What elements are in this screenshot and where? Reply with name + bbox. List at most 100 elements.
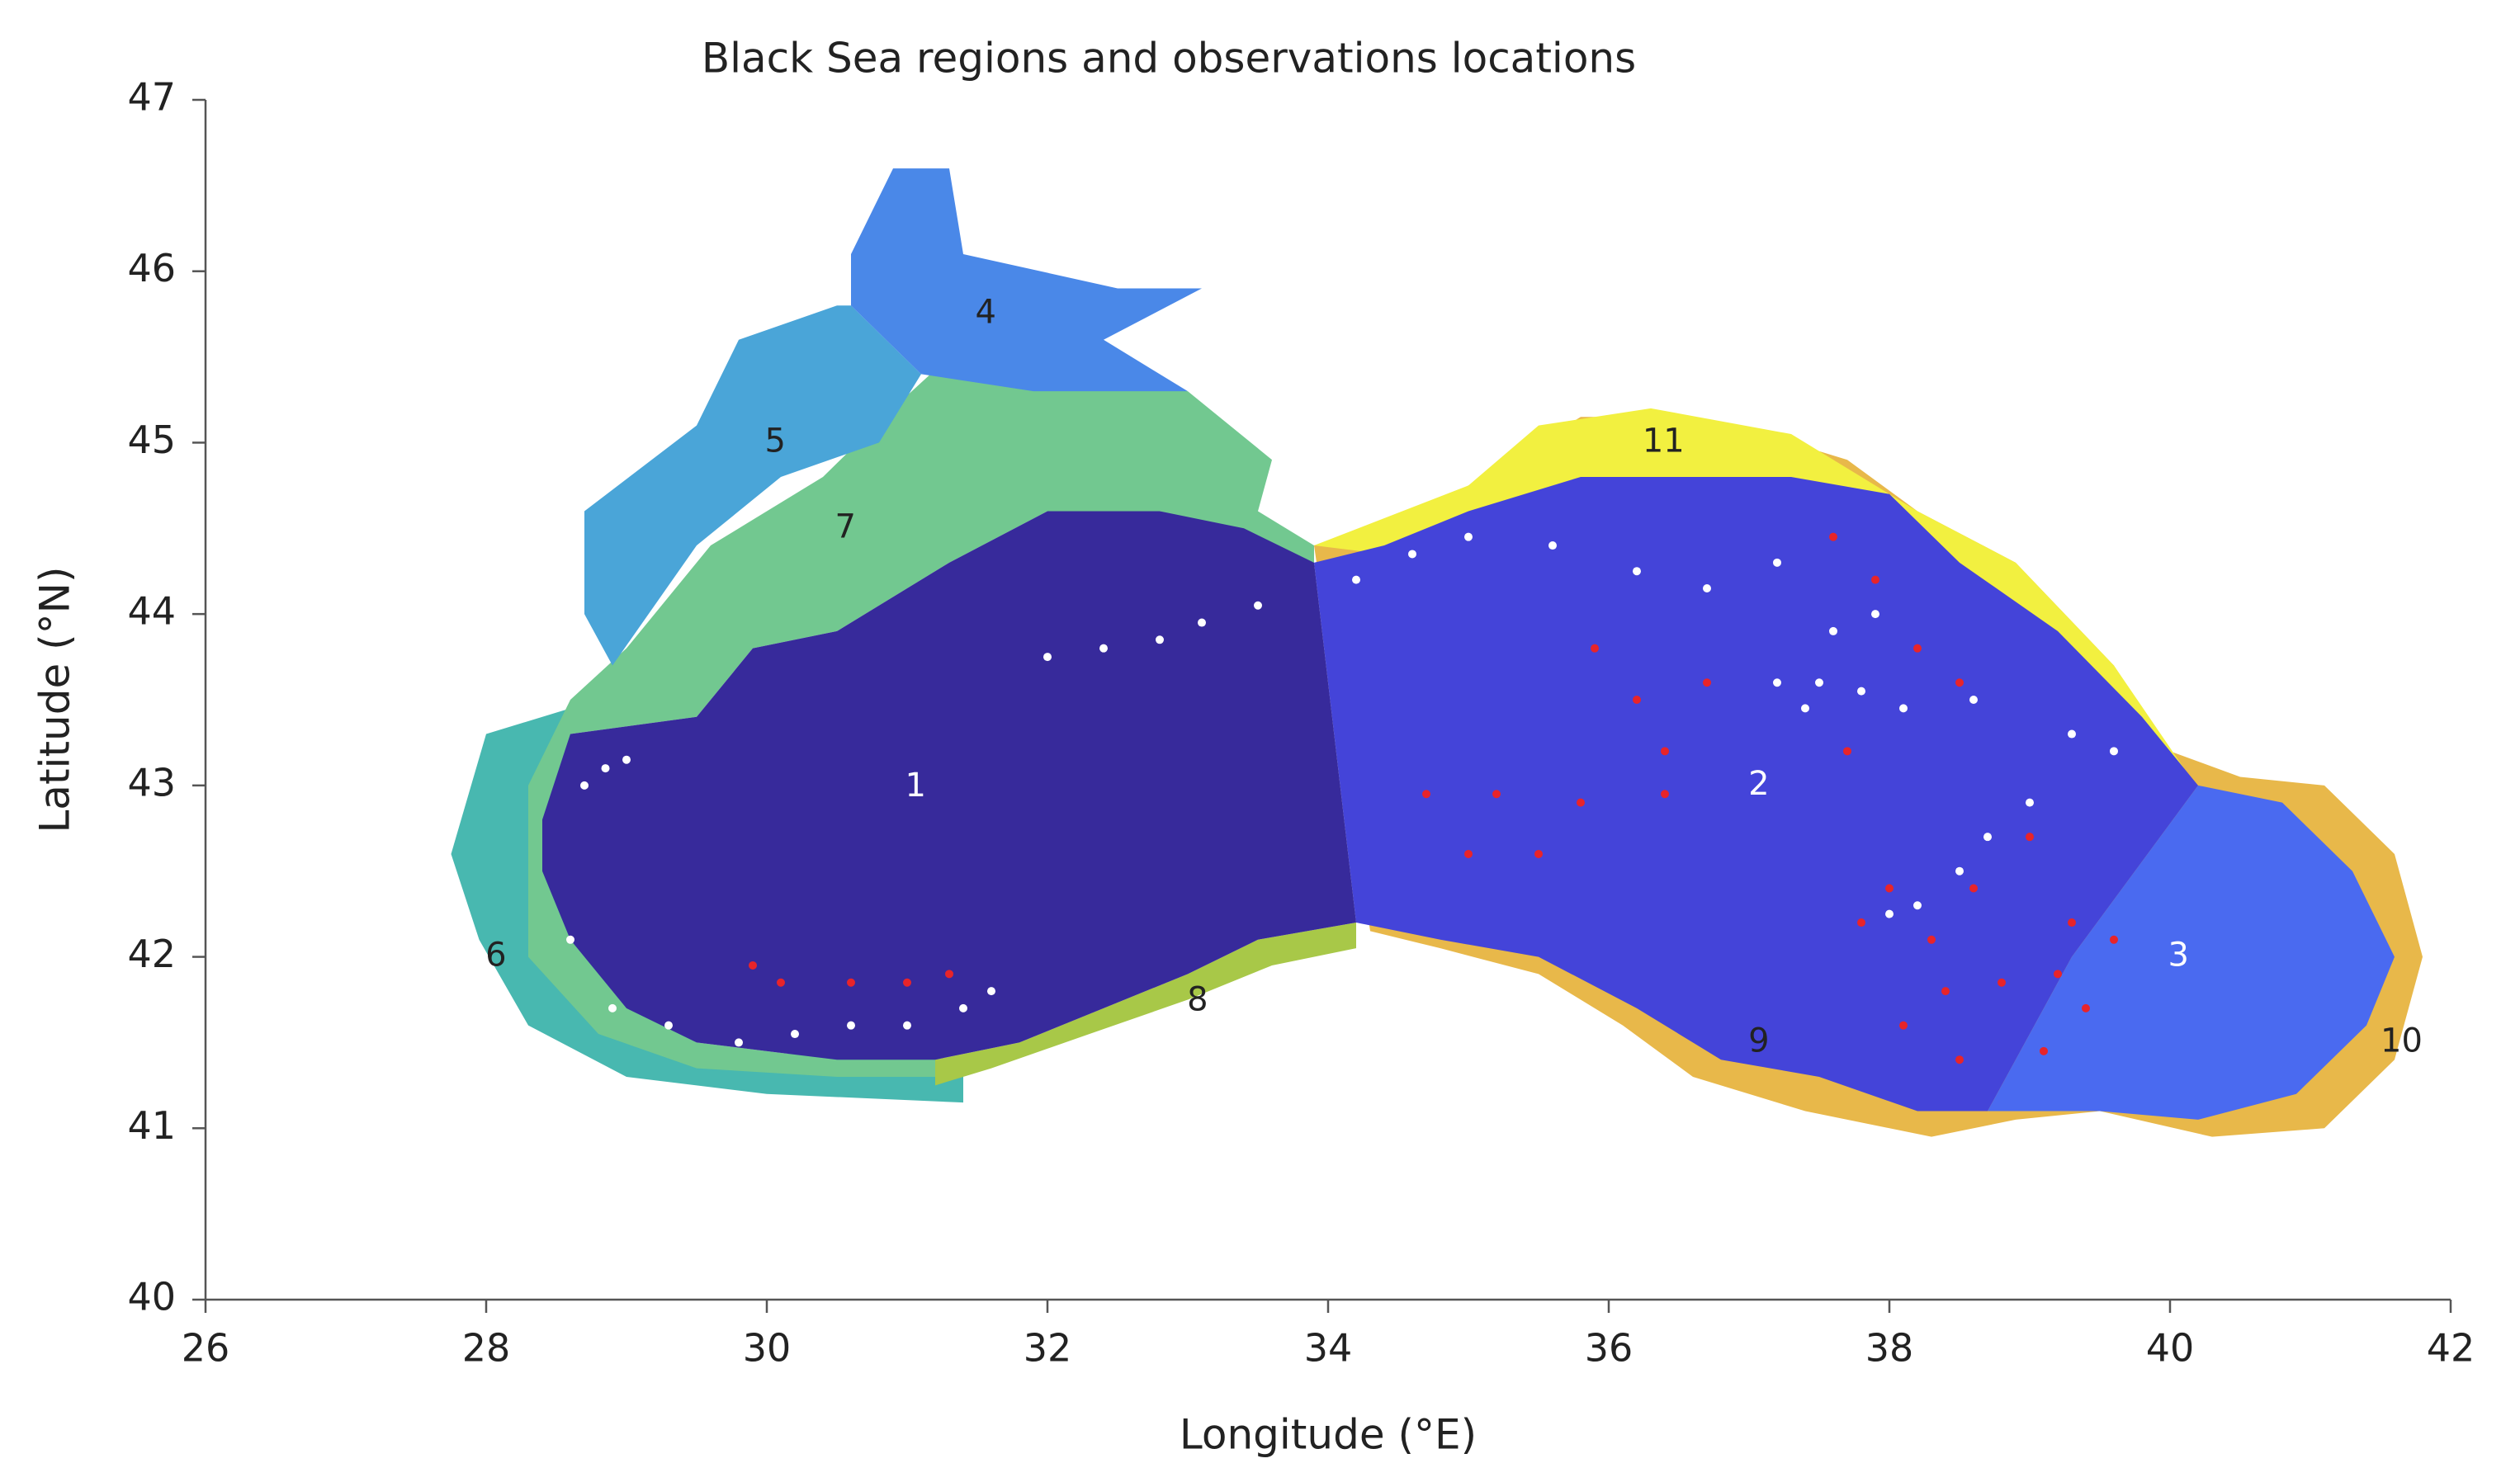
observation-point	[1955, 1055, 1964, 1064]
region-area	[528, 356, 1314, 1077]
observation-point	[1857, 918, 1865, 927]
observation-point	[1534, 849, 1543, 858]
x-tick-label: 32	[1024, 1326, 1072, 1371]
region-area	[1314, 476, 2198, 1112]
observation-point	[749, 960, 757, 970]
x-tick-label: 40	[2146, 1326, 2195, 1371]
observation-point	[1577, 798, 1585, 807]
observation-point	[1464, 532, 1473, 541]
observation-point	[1422, 790, 1430, 799]
observation-point	[566, 935, 574, 944]
observation-point	[1661, 790, 1669, 799]
observation-point	[791, 1030, 799, 1039]
observation-point	[1913, 644, 1922, 653]
observation-point	[1661, 747, 1669, 756]
observation-point	[1099, 644, 1108, 653]
region-label: 2	[1748, 765, 1769, 803]
observation-point	[777, 978, 785, 987]
region-label: 10	[2381, 1022, 2423, 1060]
y-tick-label: 47	[127, 75, 176, 120]
observation-layer	[566, 532, 2118, 1064]
y-tick-label: 42	[127, 932, 176, 976]
region-label: 7	[834, 507, 855, 545]
region-label: 6	[485, 937, 506, 975]
observation-point	[1773, 558, 1781, 567]
region-label: 3	[2168, 937, 2188, 975]
x-tick-label: 34	[1304, 1326, 1353, 1371]
observation-point	[987, 987, 995, 996]
region-area	[851, 168, 1202, 392]
observation-point	[1983, 833, 1992, 842]
observation-point	[1548, 541, 1557, 550]
x-tick-label: 30	[743, 1326, 792, 1371]
region-label: 8	[1187, 981, 1208, 1019]
observation-point	[1352, 575, 1360, 584]
y-tick-label: 43	[127, 760, 176, 805]
observation-point	[1955, 678, 1964, 687]
observation-point	[1492, 790, 1501, 799]
region-label: 4	[975, 294, 995, 332]
x-tick-label: 28	[462, 1326, 511, 1371]
observation-point	[608, 1003, 617, 1012]
observation-point	[580, 781, 589, 790]
observation-point	[1464, 849, 1473, 858]
observation-point	[1254, 601, 1262, 610]
observation-point	[1829, 532, 1837, 541]
observation-point	[2082, 1003, 2090, 1012]
y-tick-label: 40	[127, 1275, 176, 1319]
y-tick-label: 45	[127, 418, 176, 462]
region-label: 9	[1748, 1022, 1769, 1060]
observation-point	[1843, 747, 1851, 756]
observation-point	[1198, 618, 1206, 627]
observation-point	[1408, 550, 1416, 559]
observation-point	[2068, 918, 2076, 927]
region-label: 5	[764, 422, 785, 460]
region-label: 11	[1643, 422, 1685, 460]
observation-point	[1871, 575, 1879, 584]
region-layer	[451, 168, 2423, 1137]
observation-point	[847, 1021, 855, 1030]
region-area	[542, 511, 1356, 1060]
observation-point	[1927, 935, 1936, 944]
observation-point	[2040, 1046, 2048, 1055]
observation-point	[622, 755, 631, 764]
observation-point	[1857, 687, 1865, 696]
observation-point	[1998, 978, 2006, 987]
observation-point	[1773, 678, 1781, 687]
y-axis-title: Latitude (°N)	[31, 566, 79, 833]
y-tick-label: 44	[127, 589, 176, 634]
observation-point	[847, 978, 855, 987]
x-tick-label: 26	[182, 1326, 230, 1371]
observation-point	[1156, 635, 1164, 644]
chart-title: Black Sea regions and observations locat…	[702, 35, 1636, 83]
observation-point	[2068, 729, 2076, 739]
observation-point	[1941, 987, 1950, 996]
observation-point	[1043, 653, 1052, 662]
observation-point	[1969, 696, 1978, 704]
region-area	[935, 923, 1356, 1086]
label-layer: 1 2 3 4 5 6 7 8 9 10 11	[485, 294, 2423, 1060]
observation-point	[1815, 678, 1823, 687]
observation-point	[1703, 583, 1711, 592]
observation-point	[2110, 935, 2118, 944]
observation-point	[1899, 1021, 1908, 1030]
region-area	[584, 305, 921, 666]
observation-point	[2026, 833, 2034, 842]
x-tick-label: 36	[1585, 1326, 1634, 1371]
observation-point	[903, 978, 911, 987]
observation-point	[903, 1021, 911, 1030]
region-area	[1988, 785, 2395, 1120]
x-tick-label: 42	[2427, 1326, 2475, 1371]
region-label: 1	[905, 767, 925, 805]
observation-point	[601, 764, 610, 773]
observation-point	[2110, 747, 2118, 756]
observation-point	[1591, 644, 1599, 653]
observation-point	[735, 1038, 743, 1047]
observation-point	[1913, 901, 1922, 910]
observation-point	[1829, 626, 1837, 635]
observation-point	[2026, 798, 2034, 807]
observation-point	[1633, 567, 1641, 576]
observation-point	[1801, 704, 1809, 713]
